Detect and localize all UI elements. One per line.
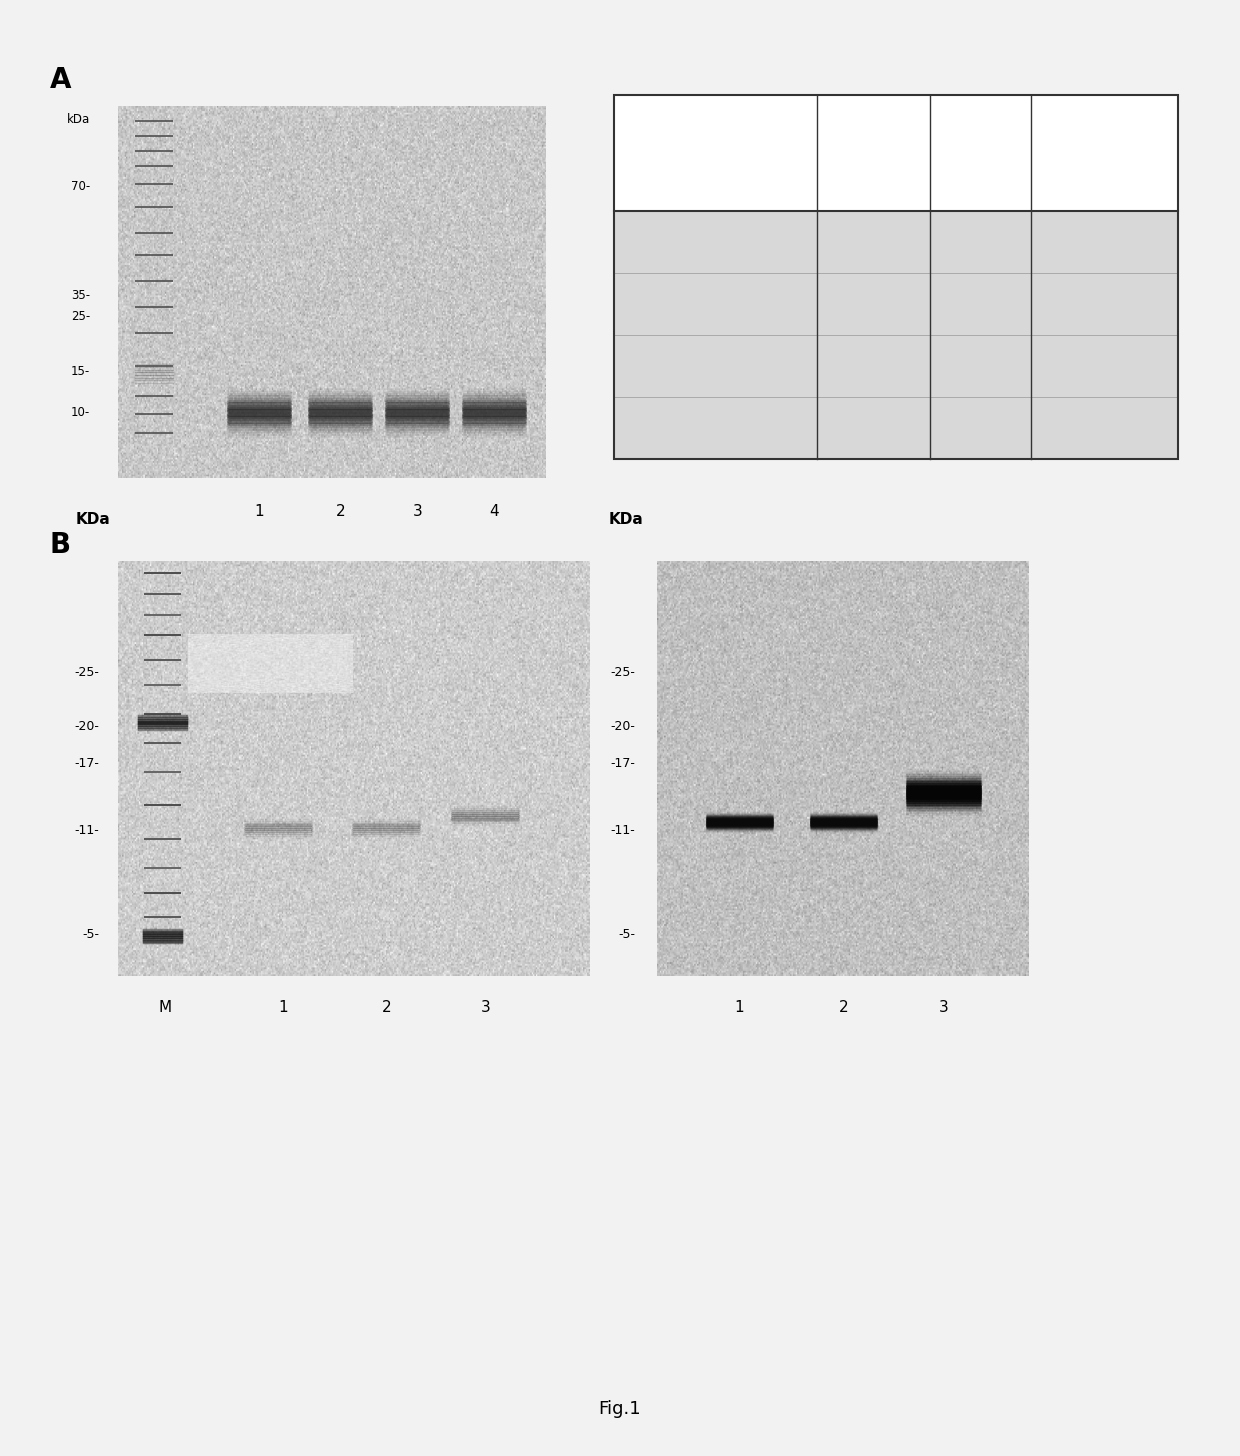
Text: 4: 4 — [490, 504, 498, 518]
Text: 3: 3 — [939, 1000, 949, 1015]
Text: 1: 1 — [254, 504, 264, 518]
Text: -5-: -5- — [618, 927, 635, 941]
Text: 1.74: 1.74 — [1089, 421, 1120, 435]
Text: Fig.1: Fig.1 — [599, 1401, 641, 1418]
Text: M: M — [159, 1000, 171, 1015]
Text: KDa: KDa — [76, 513, 110, 527]
Text: YNGRT-hEGF: YNGRT-hEGF — [672, 297, 759, 312]
Text: 5.03: 5.03 — [1090, 234, 1120, 249]
Text: 6.06: 6.06 — [1089, 358, 1120, 373]
Text: -17-: -17- — [74, 757, 99, 770]
Text: 7.5: 7.5 — [970, 234, 992, 249]
Text: 35-: 35- — [71, 290, 91, 303]
Text: 25-: 25- — [71, 310, 91, 323]
Text: 0.67: 0.67 — [858, 234, 889, 249]
Text: A: A — [50, 66, 71, 93]
Text: Protein: Protein — [691, 146, 740, 160]
Text: 0.56: 0.56 — [858, 297, 889, 312]
Text: hEGF: hEGF — [697, 234, 734, 249]
Text: 0.29: 0.29 — [858, 421, 889, 435]
Text: 15-: 15- — [71, 365, 91, 379]
Text: -25-: -25- — [74, 665, 99, 678]
Text: Total
weight
(mg): Total weight (mg) — [1081, 130, 1128, 176]
Text: 1: 1 — [734, 1000, 744, 1015]
Text: 8: 8 — [976, 297, 985, 312]
Text: 2: 2 — [838, 1000, 848, 1015]
Text: kDa: kDa — [67, 112, 91, 125]
Text: Concen
tration: Concen tration — [847, 138, 899, 167]
Text: RGD-hEGF: RGD-hEGF — [680, 358, 751, 373]
Text: 4.46: 4.46 — [1089, 297, 1120, 312]
Text: 3: 3 — [413, 504, 422, 518]
Text: -20-: -20- — [610, 721, 635, 732]
Text: 1: 1 — [278, 1000, 288, 1015]
Text: 70-: 70- — [71, 179, 91, 192]
Text: 2: 2 — [336, 504, 345, 518]
Text: 2: 2 — [382, 1000, 391, 1015]
Text: -25-: -25- — [610, 665, 635, 678]
Text: RGD4C-hEGF: RGD4C-hEGF — [670, 421, 760, 435]
Text: -17-: -17- — [610, 757, 635, 770]
Text: Volume
(ml): Volume (ml) — [955, 138, 1007, 167]
Text: B: B — [50, 531, 71, 559]
Text: KDa: KDa — [609, 513, 644, 527]
Text: -20-: -20- — [74, 721, 99, 732]
Text: 3: 3 — [480, 1000, 490, 1015]
Text: -11-: -11- — [74, 824, 99, 837]
Text: -5-: -5- — [82, 927, 99, 941]
Text: 6: 6 — [976, 358, 985, 373]
Text: 10-: 10- — [71, 406, 91, 419]
Text: -11-: -11- — [610, 824, 635, 837]
Text: 1.01: 1.01 — [858, 358, 889, 373]
Text: 6: 6 — [976, 421, 985, 435]
